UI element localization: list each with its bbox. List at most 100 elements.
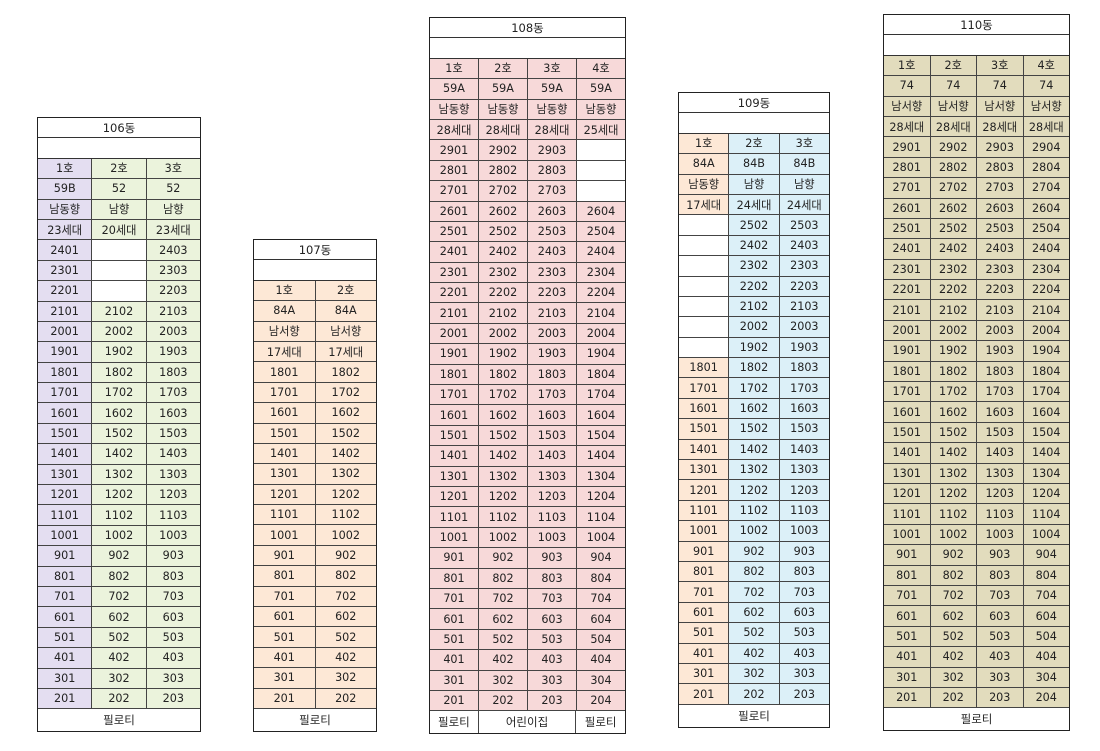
- header-row-units: 1호 2호: [254, 280, 376, 302]
- unit-type-cell: 74: [930, 76, 977, 96]
- floor-row: 1401 1402 1403 1404: [430, 446, 625, 467]
- unit-cell: 804: [1023, 565, 1069, 585]
- unit-cell: 1201: [254, 484, 316, 505]
- unit-cell: 2203: [528, 283, 577, 303]
- unit-cell: 1203: [779, 480, 829, 500]
- unit-cell: 201: [884, 687, 931, 708]
- building-110: 110동 1호 2호 3호 4호 74 74 74 74 남서향 남서향 남서향 남서향 28세대 28세대…: [883, 14, 1070, 732]
- unit-header-cell: 1호: [254, 280, 316, 301]
- unit-cell: 2103: [146, 301, 200, 321]
- unit-cell: 501: [254, 627, 316, 647]
- unit-cell: 304: [577, 670, 625, 690]
- unit-cell: 1101: [38, 505, 93, 525]
- unit-header-cell: 4호: [1023, 55, 1069, 76]
- unit-cell: 2003: [528, 323, 577, 344]
- unit-cell: 602: [315, 607, 376, 627]
- unit-cell: 201: [254, 688, 316, 708]
- unit-cell: 1203: [146, 485, 200, 505]
- unit-cell: 903: [977, 545, 1024, 565]
- unit-cell: 1503: [528, 425, 577, 446]
- unit-cell: 603: [779, 602, 829, 623]
- unit-cell: 1802: [930, 361, 977, 382]
- unit-type-cell: 59A: [577, 79, 625, 99]
- floor-row: 2001 2002 2003: [38, 321, 200, 343]
- unit-header-cell: 2호: [315, 280, 376, 301]
- unit-cell: 1402: [315, 443, 376, 464]
- floor-row: 501 502 503: [679, 623, 829, 644]
- unit-cell: 2802: [479, 160, 528, 181]
- unit-cell: 2303: [146, 260, 200, 281]
- floor-row: 1001 1002 1003: [38, 525, 200, 547]
- piloti-label: 필로티: [299, 712, 331, 727]
- direction-cell: 남서향: [315, 321, 376, 341]
- unit-cell: 402: [479, 650, 528, 670]
- unit-cell: 1004: [577, 527, 625, 548]
- floor-row: 1501 1502 1503: [679, 419, 829, 440]
- empty-unit-cell: [577, 160, 625, 181]
- unit-cell: 1602: [729, 398, 780, 419]
- unit-cell: 302: [92, 668, 147, 688]
- unit-header-cell: 3호: [528, 58, 577, 79]
- unit-cell: 403: [977, 647, 1024, 667]
- unit-cell: 704: [1023, 585, 1069, 606]
- unit-cell: 2401: [38, 240, 93, 260]
- unit-cell: 802: [729, 561, 780, 582]
- header-row-units: 1호 2호 3호: [679, 133, 829, 155]
- header-row-directions: 남동향 남향 남향: [38, 199, 200, 220]
- direction-cell: 남향: [729, 174, 780, 194]
- unit-cell: 802: [930, 565, 977, 585]
- unit-cell: 1004: [1023, 524, 1069, 545]
- unit-cell: 1503: [977, 422, 1024, 443]
- unit-cell: 2003: [146, 321, 200, 342]
- floor-row: 401 402 403: [38, 648, 200, 669]
- unit-cell: 2604: [1023, 198, 1069, 218]
- floor-row: 1401 1402 1403 1404: [884, 443, 1069, 464]
- unit-cell: 1104: [577, 507, 625, 527]
- floor-row: 701 702 703 704: [430, 588, 625, 610]
- unit-type-cell: 59B: [38, 179, 93, 199]
- floor-row: 301 302: [254, 668, 376, 689]
- floor-row: 1601 1602 1603 1604: [884, 402, 1069, 423]
- floor-row: 2202 2203: [679, 276, 829, 297]
- direction-cell: 남동향: [679, 174, 730, 194]
- unit-cell: 2603: [977, 198, 1024, 218]
- unit-cell: 201: [679, 684, 730, 704]
- floor-row: 1501 1502 1503: [38, 423, 200, 445]
- unit-cell: 2804: [1023, 157, 1069, 178]
- floor-row: 501 502 503: [38, 627, 200, 649]
- header-row-counts: 23세대 20세대 23세대: [38, 219, 200, 241]
- unit-cell: 1602: [315, 403, 376, 423]
- floor-row: 1901 1902 1903 1904: [884, 341, 1069, 362]
- daycare-label: 어린이집: [479, 711, 577, 734]
- unit-cell: 2102: [930, 300, 977, 320]
- floor-row: 801 802 803 804: [430, 568, 625, 589]
- unit-type-cell: 84A: [679, 154, 730, 174]
- unit-cell: 2303: [528, 262, 577, 283]
- unit-header-cell: 2호: [479, 58, 528, 79]
- unit-cell: 902: [92, 546, 147, 566]
- unit-cell: 801: [884, 565, 931, 585]
- unit-cell: 602: [729, 602, 780, 623]
- floor-row: 1801 1802 1803: [679, 358, 829, 379]
- unit-cell: 202: [930, 687, 977, 708]
- unit-cell: 904: [1023, 545, 1069, 565]
- floor-row: 501 502: [254, 627, 376, 648]
- unit-cell: 1102: [729, 500, 780, 521]
- unit-cell: 2801: [884, 157, 931, 178]
- floor-row: 301 302 303 304: [430, 670, 625, 691]
- unit-cell: 202: [729, 684, 780, 704]
- unit-cell: 1402: [92, 444, 147, 464]
- floor-row: 2501 2502 2503 2504: [430, 221, 625, 243]
- unit-cell: 301: [884, 667, 931, 687]
- floor-row: 1701 1702 1703: [679, 378, 829, 399]
- unit-cell: 803: [977, 565, 1024, 585]
- unit-cell: 601: [430, 609, 479, 629]
- unit-cell: 1804: [577, 364, 625, 385]
- floor-row: 301 302 303: [38, 668, 200, 689]
- unit-cell: 1703: [146, 383, 200, 403]
- unit-cell: 201: [430, 690, 479, 711]
- direction-cell: 남서향: [254, 321, 316, 341]
- floor-row: 1301 1302 1303: [38, 464, 200, 486]
- unit-cell: 401: [254, 647, 316, 668]
- floor-row: 2102 2103: [679, 296, 829, 318]
